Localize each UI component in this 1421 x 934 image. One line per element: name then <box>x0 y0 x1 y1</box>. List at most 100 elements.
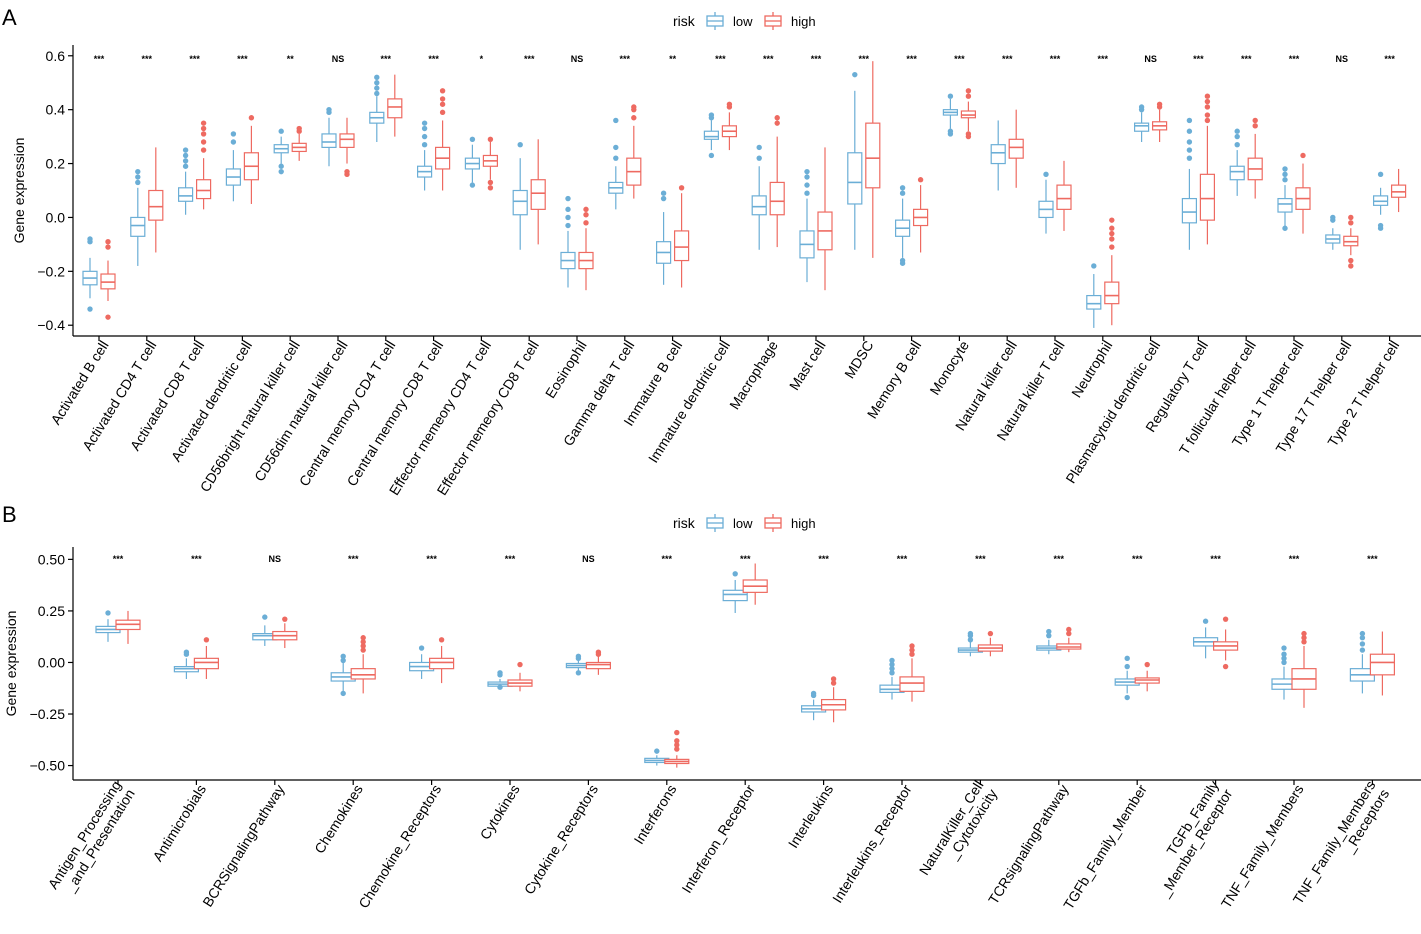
x-tick-label: Interleukins <box>785 782 837 851</box>
high-box <box>1008 138 1024 159</box>
high-box <box>673 230 690 262</box>
high-box <box>1369 653 1396 676</box>
high-outlier <box>344 168 350 175</box>
high-outlier <box>200 120 207 126</box>
significance-label: *** <box>524 54 535 64</box>
high-box <box>196 179 212 200</box>
low-outlier <box>230 139 237 145</box>
significance-label: NS <box>571 54 584 64</box>
significance-label: *** <box>381 54 392 64</box>
x-tick-label: Central memory CD8 T cell <box>344 338 447 489</box>
significance-label: *** <box>1193 54 1204 64</box>
significance-label: *** <box>1241 54 1252 64</box>
low-box <box>130 216 146 237</box>
x-tick-label-line: Cytokine_Receptors <box>521 782 601 897</box>
high-outlier <box>1156 101 1163 107</box>
high-outlier <box>1348 263 1354 269</box>
legend-title: risk <box>673 515 696 531</box>
x-tick-label: TNF_Family_Members_Receptors <box>1290 778 1393 916</box>
legend-low-label: low <box>733 516 753 531</box>
significance-label: *** <box>740 554 751 564</box>
high-box <box>387 98 403 119</box>
legend: risk low high <box>673 514 816 532</box>
significance-label: *** <box>94 54 105 64</box>
significance-label: *** <box>428 54 439 64</box>
low-outlier <box>1281 659 1287 666</box>
low-outlier <box>1124 655 1130 662</box>
category-group: ***T follicular helper cell <box>1176 54 1263 457</box>
low-outlier <box>804 168 810 175</box>
category-group: *** Interleukins <box>785 554 847 851</box>
category-group: *** Mast cell <box>786 54 833 393</box>
low-outlier <box>660 190 667 196</box>
category-group: ***Gamma delta T cell <box>560 54 642 449</box>
high-outlier <box>583 206 589 213</box>
high-outlier <box>583 212 589 218</box>
high-outlier <box>1301 639 1307 645</box>
high-box <box>865 122 881 189</box>
y-tick-label: −0.25 <box>30 706 66 722</box>
low-outlier <box>1186 147 1193 153</box>
x-tick-label-line: Central memory CD4 T cell <box>296 338 399 489</box>
low-outlier <box>182 158 189 164</box>
high-outlier <box>1252 117 1258 124</box>
category-group: **Immature B cell <box>620 54 690 429</box>
significance-label: *** <box>662 554 673 564</box>
high-outlier <box>1348 257 1354 264</box>
category-group: NS BCRSignalingPathway <box>199 554 298 910</box>
high-outlier <box>1204 112 1211 118</box>
high-box <box>429 657 455 670</box>
low-outlier <box>613 144 619 151</box>
x-tick-label: Chemokine_Receptors <box>355 782 444 911</box>
category-group: ***Activated CD8 T cell <box>127 54 212 453</box>
high-box <box>769 181 785 216</box>
high-outlier <box>517 661 523 668</box>
category-group: *** Effector memeory CD8 T cell <box>434 54 546 498</box>
low-outlier <box>469 136 476 143</box>
significance-label: NS <box>1144 54 1157 64</box>
high-outlier <box>1204 98 1211 105</box>
category-group: *** Interleukins_Receptor <box>829 554 925 906</box>
high-outlier <box>438 637 445 643</box>
significance-label: *** <box>113 554 124 564</box>
category-group: *** Monocyte <box>926 54 977 398</box>
low-outlier <box>899 185 906 191</box>
high-outlier <box>909 651 915 657</box>
low-outlier <box>967 637 974 643</box>
low-outlier <box>810 690 817 697</box>
low-outlier <box>852 71 858 78</box>
category-group: *** MDSC <box>841 54 881 381</box>
low-outlier <box>421 133 428 140</box>
x-tick-label: Cytokines <box>477 782 523 843</box>
significance-label: *** <box>1098 54 1109 64</box>
significance-label: *** <box>1210 554 1221 564</box>
high-outlier <box>200 131 207 137</box>
category-group: ***Natural killer T cell <box>993 54 1072 443</box>
high-box <box>1104 281 1120 305</box>
significance-label: *** <box>818 554 829 564</box>
low-outlier <box>889 661 895 668</box>
low-outlier <box>575 653 582 659</box>
low-outlier <box>278 168 284 175</box>
low-outlier <box>421 125 428 132</box>
x-tick-label: Eosinophil <box>542 338 590 401</box>
significance-label: *** <box>897 554 908 564</box>
y-tick-label: 0.2 <box>46 156 66 172</box>
x-tick-label-line: Eosinophil <box>542 338 590 401</box>
x-tick-label-line: Immature dendritic cell <box>645 338 733 466</box>
significance-label: *** <box>142 54 153 64</box>
high-outlier <box>830 676 837 682</box>
low-outlier <box>756 144 762 151</box>
high-outlier <box>678 185 685 191</box>
low-outlier <box>756 155 762 161</box>
category-group: ***Activated dendritic cell <box>168 54 259 464</box>
low-box <box>751 195 767 216</box>
low-outlier <box>374 80 380 86</box>
significance-label: ** <box>287 54 295 64</box>
legend-low-label: low <box>733 14 753 29</box>
low-outlier <box>967 630 974 637</box>
low-outlier <box>565 195 571 202</box>
category-group: NS Cytokine_Receptors <box>521 554 612 897</box>
significance-label: *** <box>1289 54 1300 64</box>
low-outlier <box>613 117 619 124</box>
